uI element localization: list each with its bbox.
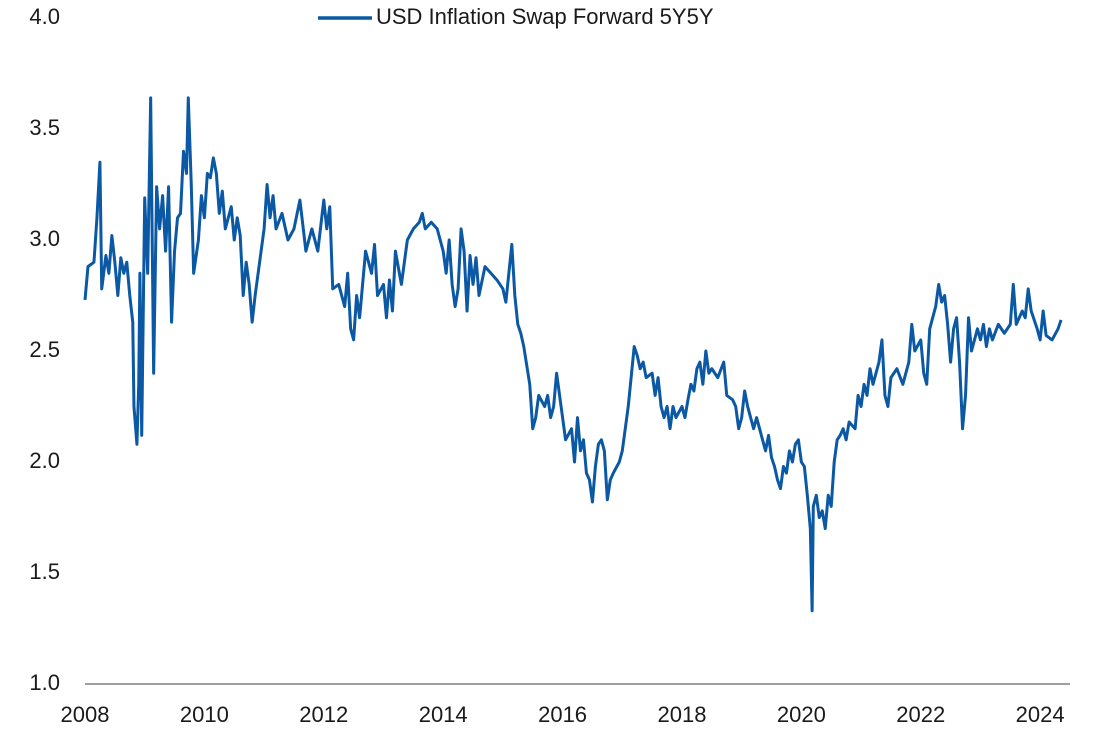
x-tick-label: 2018 [657,702,706,727]
x-tick-label: 2008 [61,702,110,727]
y-tick-label: 4.0 [29,4,60,29]
legend-label: USD Inflation Swap Forward 5Y5Y [376,4,714,29]
x-tick-label: 2024 [1016,702,1065,727]
x-tick-label: 2022 [896,702,945,727]
x-tick-label: 2016 [538,702,587,727]
y-tick-label: 3.0 [29,226,60,251]
series-line [83,96,1063,613]
x-tick-label: 2010 [180,702,229,727]
y-tick-label: 3.5 [29,115,60,140]
x-tick-label: 2020 [777,702,826,727]
y-tick-label: 2.0 [29,448,60,473]
y-tick-label: 1.5 [29,559,60,584]
y-tick-label: 2.5 [29,337,60,362]
x-tick-label: 2014 [419,702,468,727]
y-tick-label: 1.0 [29,670,60,695]
x-tick-label: 2012 [299,702,348,727]
